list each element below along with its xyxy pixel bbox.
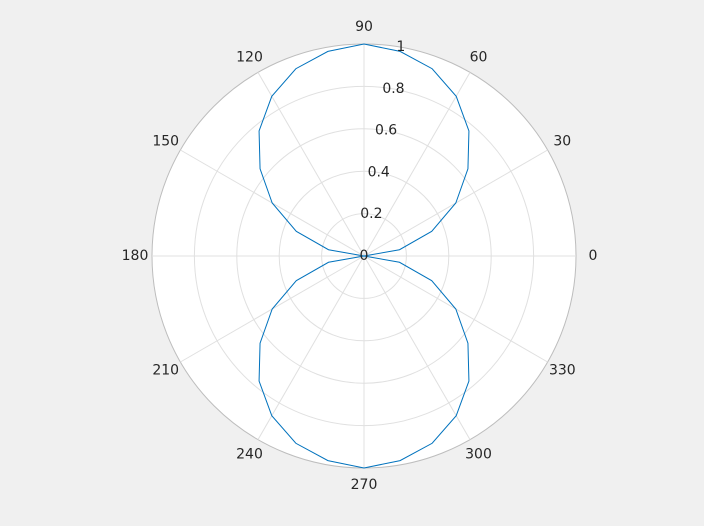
grid-spoke: [363, 255, 471, 440]
angle-tick-label: 270: [351, 477, 378, 493]
grid-spoke: [363, 72, 471, 257]
r-tick-label: 0.6: [375, 123, 397, 139]
angle-tick-label: 60: [470, 50, 488, 66]
angle-tick-label: 90: [355, 19, 373, 35]
angle-tick-label: 180: [122, 248, 149, 264]
angle-tick-label: 210: [152, 363, 179, 379]
angle-tick-label: 150: [152, 134, 179, 150]
data-line: [258, 43, 470, 469]
angle-tick-label: 330: [549, 363, 576, 379]
r-tick-label: 0.2: [360, 206, 382, 222]
grid-spoke: [257, 255, 365, 440]
grid-spoke: [257, 72, 365, 257]
angle-tick-label: 240: [236, 446, 263, 462]
angle-tick-label: 120: [236, 50, 263, 66]
r-tick-label: 0.4: [368, 164, 390, 180]
r-tick-label: 0: [360, 248, 369, 264]
r-tick-label: 0.8: [382, 81, 404, 97]
angle-tick-label: 0: [589, 248, 598, 264]
angle-tick-label: 30: [553, 134, 571, 150]
angle-tick-label: 300: [465, 446, 492, 462]
r-tick-label: 1: [396, 39, 405, 55]
